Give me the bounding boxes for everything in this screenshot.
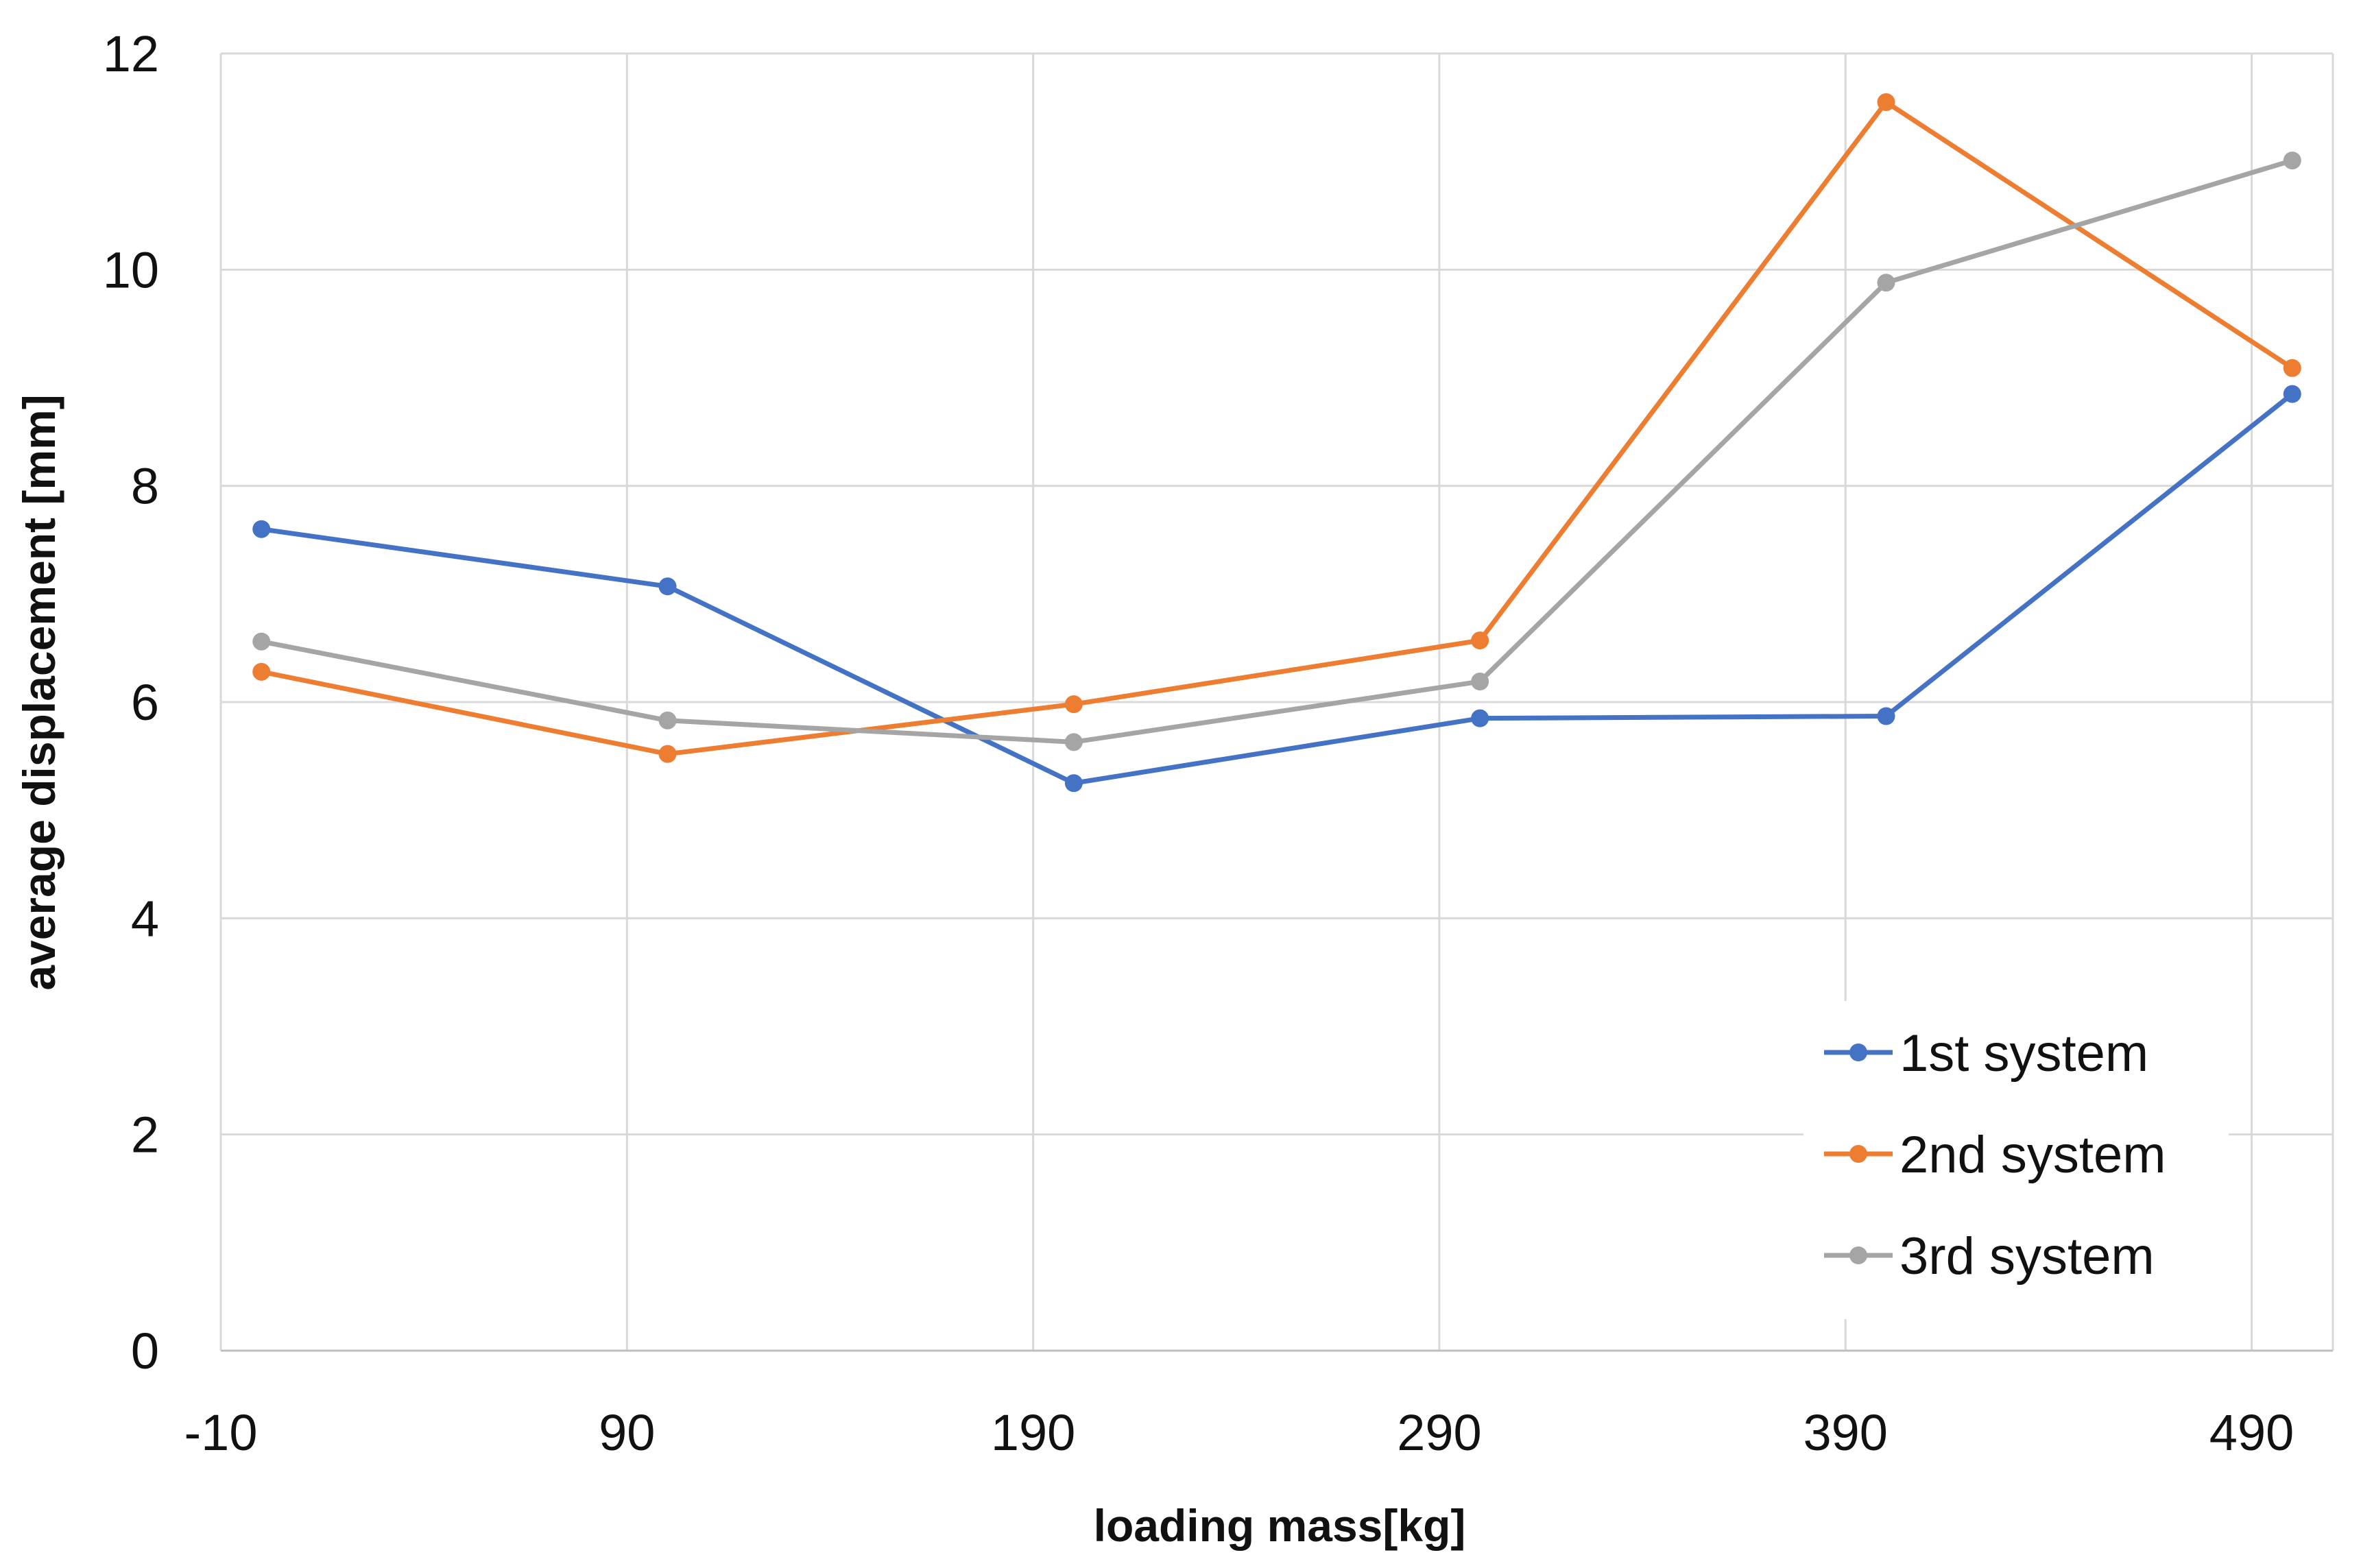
- x-tick-label: -10: [184, 1404, 258, 1461]
- series-2: [252, 93, 2301, 763]
- y-tick-label: 0: [131, 1323, 159, 1379]
- series-1: [252, 385, 2301, 793]
- series-3: [252, 152, 2301, 751]
- data-point: [252, 632, 271, 651]
- data-point: [1064, 695, 1083, 714]
- x-axis-title: loading mass[kg]: [1094, 1500, 1466, 1551]
- data-point: [1877, 274, 1895, 292]
- x-tick-label: 90: [599, 1404, 655, 1461]
- data-point: [1877, 93, 1895, 111]
- data-point: [1471, 673, 1489, 691]
- x-tick-labels: -10 90 190 290 390 490: [184, 1404, 2294, 1461]
- y-tick-label: 2: [131, 1107, 159, 1163]
- legend-point-marker: [1849, 1246, 1867, 1264]
- data-point: [252, 662, 271, 681]
- y-tick-label: 10: [103, 241, 159, 298]
- data-point: [658, 711, 677, 729]
- legend-item: 1st system: [1824, 1024, 2148, 1083]
- legend-label: 3rd system: [1899, 1227, 2155, 1286]
- legend-point-marker: [1849, 1044, 1867, 1061]
- legend-item: 3rd system: [1824, 1227, 2155, 1286]
- data-point: [1471, 631, 1489, 650]
- legend: 1st system 2nd system 3rd system: [1803, 1001, 2229, 1319]
- series-line: [259, 158, 2295, 745]
- data-point: [1877, 707, 1895, 725]
- data-point: [252, 520, 271, 538]
- x-tick-label: 290: [1397, 1404, 1481, 1461]
- data-point: [658, 577, 677, 596]
- y-tick-label: 4: [131, 890, 159, 947]
- legend-point-marker: [1849, 1145, 1867, 1163]
- legend-label: 1st system: [1899, 1024, 2148, 1083]
- data-point: [658, 745, 677, 763]
- series-line: [259, 391, 2295, 786]
- y-tick-labels: 0 2 4 6 8 10 12: [103, 25, 159, 1379]
- x-tick-label: 190: [991, 1404, 1075, 1461]
- y-tick-label: 8: [131, 458, 159, 515]
- y-tick-label: 12: [103, 25, 159, 82]
- data-point: [1471, 709, 1489, 727]
- data-point: [1064, 774, 1083, 793]
- data-point: [2283, 152, 2301, 170]
- x-tick-label: 490: [2209, 1404, 2294, 1461]
- series-line: [259, 99, 2295, 757]
- legend-item: 2nd system: [1824, 1126, 2166, 1184]
- x-tick-label: 390: [1803, 1404, 1887, 1461]
- legend-label: 2nd system: [1899, 1126, 2166, 1184]
- data-point: [2283, 359, 2301, 377]
- data-point: [2283, 385, 2301, 403]
- series-group: [252, 93, 2301, 793]
- y-axis-title: average displacement [mm]: [14, 394, 64, 990]
- data-point: [1064, 733, 1083, 751]
- y-tick-label: 6: [131, 674, 159, 731]
